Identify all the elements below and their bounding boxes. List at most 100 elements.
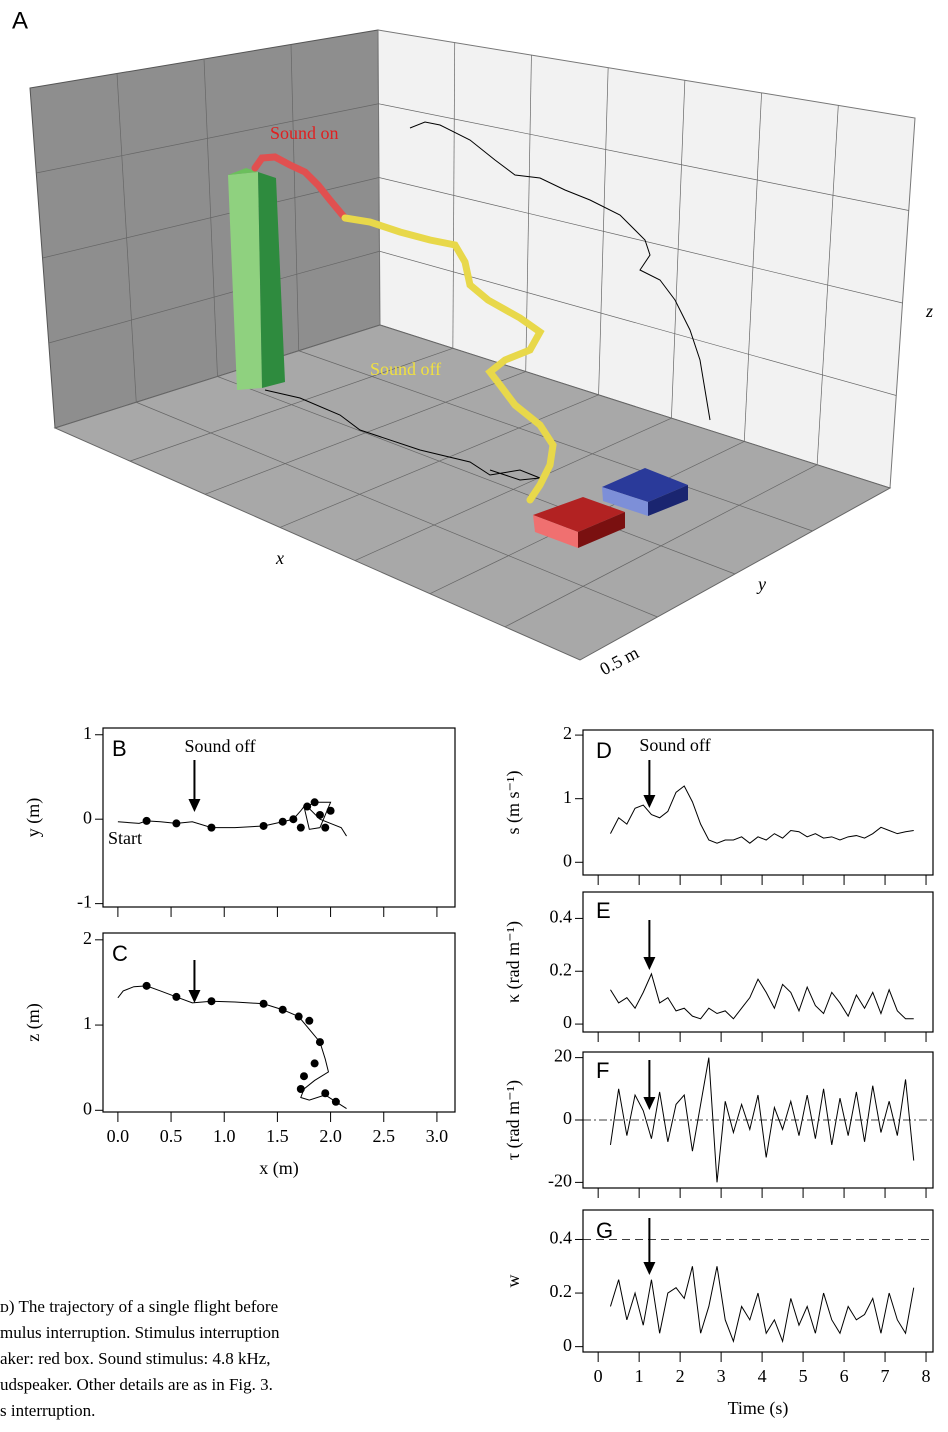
grid-line <box>378 177 903 304</box>
marker <box>331 1097 340 1106</box>
arrow-head <box>643 1262 656 1275</box>
speaker-front <box>533 515 578 548</box>
marker <box>259 821 268 830</box>
arrow-head <box>188 990 201 1003</box>
y-tick-label: 0 <box>83 1098 92 1118</box>
marker <box>321 823 330 832</box>
wall-shadow <box>409 121 711 421</box>
arrow-head <box>643 795 656 808</box>
x-tick-label: 2.5 <box>372 1126 395 1146</box>
panel-label: E <box>596 898 611 923</box>
y-tick-label: 0.4 <box>550 907 573 927</box>
data-line <box>609 1057 915 1183</box>
y-axis-label: s (m s⁻¹) <box>503 771 524 835</box>
marker <box>310 1059 319 1068</box>
floor-shadow <box>264 389 541 481</box>
y-tick-label: 1 <box>563 787 572 807</box>
x-tick-label: 5 <box>799 1366 808 1386</box>
scale-label: 0.5 m <box>596 642 642 679</box>
marker <box>142 816 151 825</box>
marker <box>278 1005 287 1014</box>
caption-line: udspeaker. Other details are as in Fig. … <box>0 1375 273 1394</box>
x-tick-label: 3 <box>717 1366 726 1386</box>
speaker-top <box>533 497 625 532</box>
trajectory-sound-off <box>341 214 557 504</box>
y-tick-label: 0 <box>563 1012 572 1032</box>
y-axis-label: z (m) <box>23 1003 44 1041</box>
caption-line: aker: red box. Sound stimulus: 4.8 kHz, <box>0 1349 271 1368</box>
arrow-head <box>643 957 656 970</box>
marker <box>296 1084 305 1093</box>
marker <box>299 1072 308 1081</box>
wall-grid <box>36 42 909 628</box>
panel-label: B <box>112 736 127 761</box>
x-tick-label: 1 <box>635 1366 644 1386</box>
marker <box>303 802 312 811</box>
marker <box>315 1038 324 1047</box>
plot-frame <box>582 891 934 1033</box>
marker <box>259 999 268 1008</box>
marker <box>142 981 151 990</box>
caption-line: s interruption. <box>0 1401 95 1420</box>
column-side <box>258 172 285 388</box>
y-tick-label: 0 <box>83 807 92 827</box>
panel-a: A Sound on Sound off x y z 0.5 m <box>12 7 933 679</box>
grid-line <box>217 376 736 575</box>
y-tick-label: 1 <box>83 723 92 743</box>
panel-label: F <box>596 1058 609 1083</box>
grid-line <box>378 103 909 211</box>
arrow-head <box>643 1097 656 1110</box>
y-axis-label: w <box>503 1275 523 1288</box>
plot-frame <box>582 729 934 876</box>
y-tick-label: 20 <box>554 1046 572 1066</box>
y-tick-label: -1 <box>77 892 92 912</box>
marker <box>278 817 287 826</box>
caption: ᴅ) The trajectory of a single flight bef… <box>0 1297 280 1420</box>
marker <box>172 819 181 828</box>
x-tick-label: 3.0 <box>426 1126 449 1146</box>
box-top <box>602 468 688 502</box>
data-line <box>117 985 347 1110</box>
x-tick-label: 4 <box>758 1366 767 1386</box>
x-tick-label: 1.5 <box>266 1126 289 1146</box>
data-line <box>610 972 914 1020</box>
caption-line: ᴅ) The trajectory of a single flight bef… <box>0 1297 278 1316</box>
x-tick-label: 7 <box>881 1366 890 1386</box>
trajectory-sound-on <box>251 153 349 222</box>
x-tick-label: 0.0 <box>107 1126 130 1146</box>
annotation: Sound off <box>639 735 710 755</box>
annotation: Sound off <box>184 736 255 756</box>
start-label: Start <box>108 828 142 848</box>
y-tick-label: 0 <box>563 850 572 870</box>
caption-line: mulus interruption. Stimulus interruptio… <box>0 1323 280 1342</box>
column-front <box>228 172 262 390</box>
marker <box>305 1016 314 1025</box>
grid-line <box>279 394 599 528</box>
marker <box>207 997 216 1006</box>
y-axis-label: y (m) <box>23 798 44 838</box>
marker <box>326 806 335 815</box>
sound-off-label: Sound off <box>370 359 441 379</box>
marker <box>296 823 305 832</box>
box-front <box>602 487 648 516</box>
panel-label: D <box>596 738 612 763</box>
column-top <box>228 168 276 178</box>
x-tick-label: 2.0 <box>319 1126 342 1146</box>
z-axis-label: z <box>925 301 933 321</box>
marker <box>321 1089 330 1098</box>
y-tick-label: 1 <box>83 1013 92 1033</box>
arrow-head <box>188 799 201 812</box>
box-side <box>648 485 688 516</box>
plot-frame <box>582 1209 934 1353</box>
data-line <box>610 785 914 844</box>
grid-line <box>298 350 813 532</box>
x-axis-label: x (m) <box>259 1158 299 1179</box>
marker <box>315 810 324 819</box>
grid-line <box>504 464 818 628</box>
y-tick-label: 0.2 <box>550 1281 573 1301</box>
grid-line <box>36 103 379 174</box>
y-tick-label: 2 <box>83 928 92 948</box>
marker <box>310 798 319 807</box>
y-axis-label: κ (rad m⁻¹) <box>503 921 524 1003</box>
